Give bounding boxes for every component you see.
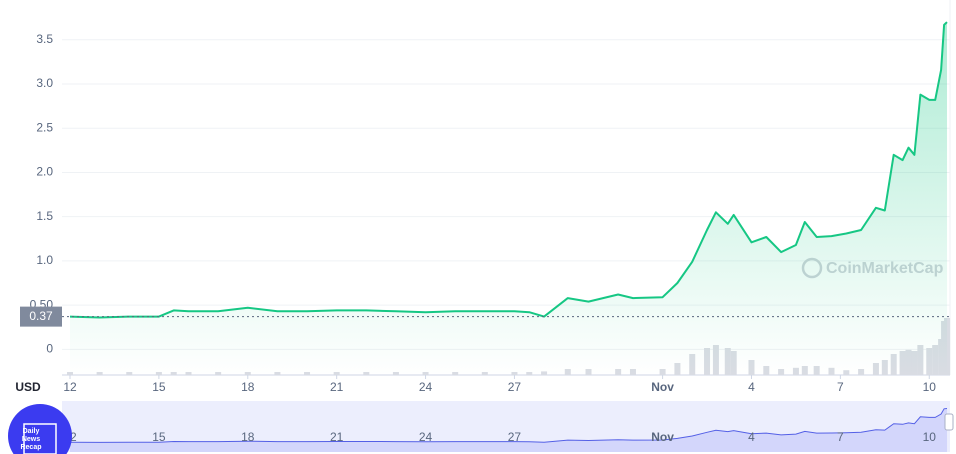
navigator-tick-label: 24 bbox=[419, 430, 433, 444]
navigator-area bbox=[70, 408, 948, 452]
navigator-tick-label: 27 bbox=[508, 430, 522, 444]
y-tick-label: 2.5 bbox=[36, 120, 53, 134]
x-tick-label: 18 bbox=[241, 380, 255, 394]
badge-text: Daily bbox=[23, 428, 40, 435]
y-tick-label: 0 bbox=[46, 342, 53, 356]
badge-text: News bbox=[22, 436, 40, 443]
last-price-badge bbox=[20, 306, 62, 327]
x-tick-label: 12 bbox=[63, 380, 77, 394]
x-tick-label: 24 bbox=[419, 380, 433, 394]
navigator-tick-label: 10 bbox=[923, 430, 937, 444]
x-tick-label: 10 bbox=[923, 380, 937, 394]
y-tick-label: 2.0 bbox=[36, 165, 53, 179]
y-tick-label: 3.0 bbox=[36, 76, 53, 90]
navigator-line bbox=[69, 408, 948, 443]
x-tick-label: 15 bbox=[152, 380, 166, 394]
badge-icon bbox=[23, 423, 57, 454]
navigator-tick-label: 21 bbox=[330, 430, 344, 444]
y-tick-label: 1.0 bbox=[36, 253, 53, 267]
badge-text: Recap bbox=[20, 444, 41, 451]
navigator-tick-label: 7 bbox=[837, 430, 844, 444]
x-tick-label: 4 bbox=[748, 380, 755, 394]
x-tick-label: 27 bbox=[508, 380, 522, 394]
navigator-tick-label: 15 bbox=[152, 430, 166, 444]
navigator-tick-label: 4 bbox=[748, 430, 755, 444]
y-tick-label: 1.5 bbox=[36, 209, 53, 223]
currency-label: USD bbox=[15, 380, 41, 394]
navigator-tick-label: 18 bbox=[241, 430, 255, 444]
price-line bbox=[69, 21, 948, 319]
last-price-label: 0.37 bbox=[29, 309, 53, 323]
x-tick-label: 7 bbox=[837, 380, 844, 394]
y-tick-label: 3.5 bbox=[36, 32, 53, 46]
price-area bbox=[70, 22, 948, 375]
navigator-tick-label: Nov bbox=[651, 430, 674, 444]
volume-bar bbox=[944, 318, 951, 375]
x-tick-label: 21 bbox=[330, 380, 344, 394]
navigator-handle[interactable] bbox=[944, 413, 954, 431]
x-tick-label: Nov bbox=[651, 380, 674, 394]
